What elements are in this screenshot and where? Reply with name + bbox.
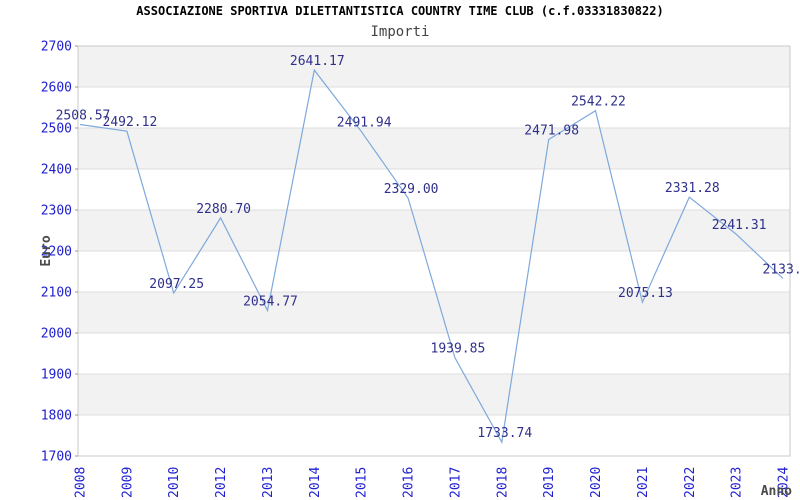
y-axis-tick-label: 2100 xyxy=(41,286,72,301)
y-axis-title: Euro xyxy=(39,235,54,266)
y-axis-tick-label: 2700 xyxy=(41,40,72,55)
x-axis-year-label: 2010 xyxy=(167,467,182,498)
x-axis-year-label: 2022 xyxy=(683,467,698,498)
gridlines-group xyxy=(78,86,790,416)
chart-subtitle: Importi xyxy=(370,24,429,40)
x-axis-year-label: 2021 xyxy=(636,467,651,498)
point-value-label: 1733.74 xyxy=(477,426,532,441)
y-axis-tick-label: 2400 xyxy=(41,163,72,178)
x-axis-year-label: 2018 xyxy=(495,467,510,498)
point-value-label: 2471.98 xyxy=(524,124,579,139)
x-axis-year-label: 2020 xyxy=(589,467,604,498)
point-value-label: 2097.25 xyxy=(149,277,204,292)
point-value-label: 2492.12 xyxy=(103,115,158,130)
y-axis-tick-label: 1800 xyxy=(41,409,72,424)
point-value-label: 2280.70 xyxy=(196,202,251,217)
point-value-label: 2508.57 xyxy=(56,109,111,124)
point-value-label: 2542.22 xyxy=(571,95,626,110)
y-axis-tick-label: 2300 xyxy=(41,204,72,219)
y-axis-tick-label: 1700 xyxy=(41,450,72,465)
plot-band xyxy=(78,128,790,169)
x-axis-title: Anno xyxy=(761,484,792,499)
plot-band xyxy=(78,292,790,333)
point-value-label: 2491.94 xyxy=(337,115,392,130)
y-axis-tick-label: 1900 xyxy=(41,368,72,383)
point-value-label: 1939.85 xyxy=(431,342,486,357)
plot-band xyxy=(78,374,790,415)
plot-band xyxy=(78,415,790,456)
plot-band xyxy=(78,333,790,374)
x-axis-year-label: 2014 xyxy=(308,467,323,498)
x-axis-year-label: 2016 xyxy=(402,467,417,498)
point-value-label: 2075.13 xyxy=(618,286,673,301)
point-value-label: 2133.0 xyxy=(763,263,800,278)
plot-band xyxy=(78,169,790,210)
x-axis-year-label: 2019 xyxy=(542,467,557,498)
x-axis-year-label: 2015 xyxy=(355,467,370,498)
point-value-label: 2641.17 xyxy=(290,54,345,69)
y-axis: 1700 1800 1900 2000 2100 2200 2300 2400 2500 2600… xyxy=(41,40,78,465)
x-axis-year-label: 2012 xyxy=(214,467,229,498)
plot-bands-group xyxy=(78,46,790,456)
x-axis: 2008 2009 2010 2012 2013 2014 2015 2016 2017 2018… xyxy=(74,467,792,498)
y-axis-tick-label: 2200 xyxy=(41,245,72,260)
point-value-label: 2329.00 xyxy=(384,182,439,197)
point-value-label: 2331.28 xyxy=(665,181,720,196)
x-axis-year-label: 2008 xyxy=(74,467,89,498)
point-value-label: 2241.31 xyxy=(712,218,767,233)
y-axis-tick-label: 2500 xyxy=(41,122,72,137)
x-axis-year-label: 2009 xyxy=(120,467,135,498)
y-axis-tick-label: 2000 xyxy=(41,327,72,342)
y-axis-tick-label: 2600 xyxy=(41,81,72,96)
plot-band xyxy=(78,87,790,128)
x-axis-year-label: 2024 xyxy=(777,467,792,498)
plot-band xyxy=(78,46,790,87)
x-axis-year-label: 2023 xyxy=(730,467,745,498)
chart-title: ASSOCIAZIONE SPORTIVA DILETTANTISTICA CO… xyxy=(136,4,663,18)
data-line xyxy=(79,68,784,445)
plot-band xyxy=(78,210,790,251)
point-value-label: 2054.77 xyxy=(243,295,298,310)
x-axis-year-label: 2013 xyxy=(261,467,276,498)
x-axis-year-label: 2017 xyxy=(448,467,463,498)
